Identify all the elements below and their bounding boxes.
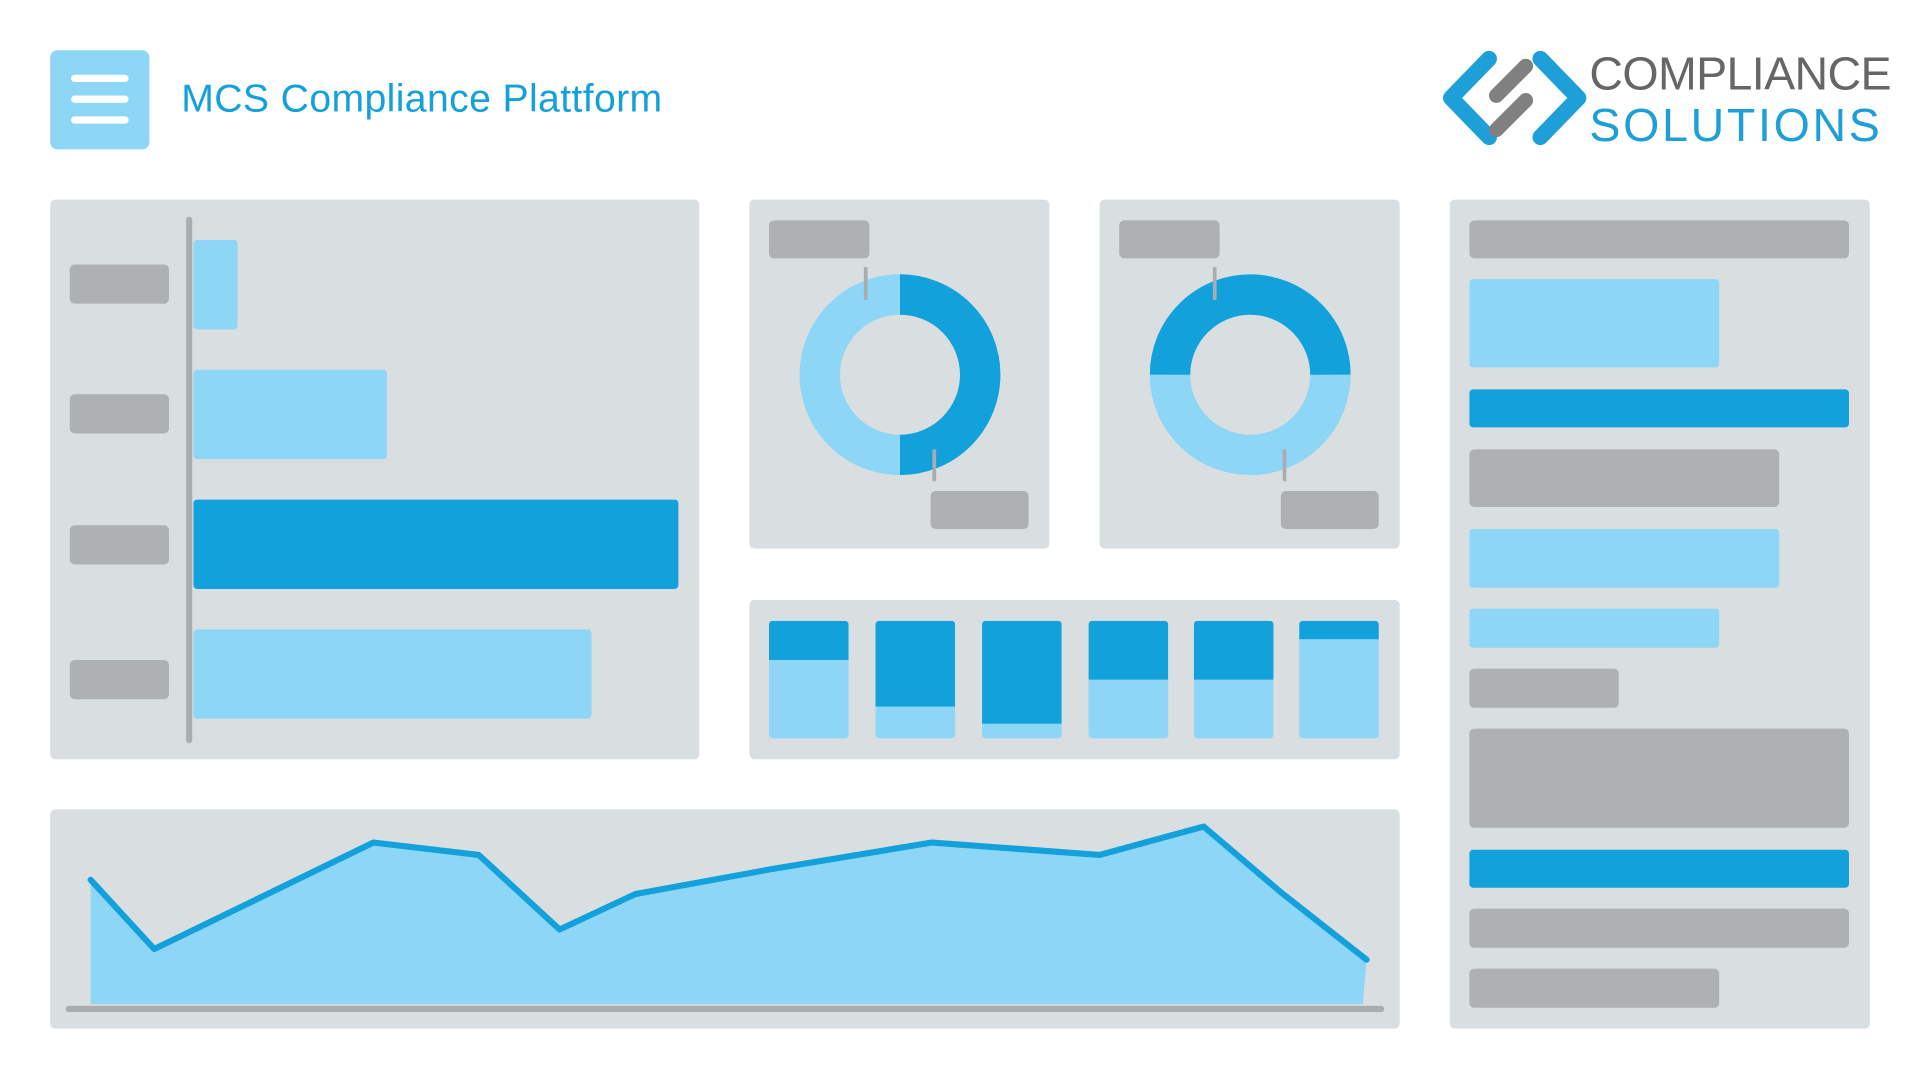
bar-label-placeholder <box>69 394 169 434</box>
horizontal-bar <box>193 499 679 589</box>
stacked-bar-dark-segment <box>1193 620 1274 680</box>
donut-slice-dark <box>899 274 1001 476</box>
menu-button[interactable] <box>50 50 150 150</box>
side-placeholder-gray <box>1469 728 1849 828</box>
hamburger-menu-icon-line <box>71 95 129 103</box>
side-placeholder-dark <box>1469 389 1849 428</box>
side-placeholder-gray <box>1469 220 1849 259</box>
stacked-bar-dark-segment <box>1299 620 1379 640</box>
stacked-bar-chart-panel <box>749 600 1400 760</box>
stacked-bar <box>875 620 956 739</box>
hamburger-menu-icon-line <box>71 116 129 124</box>
stacked-bar <box>768 620 849 739</box>
donut-slice-dark <box>1149 274 1351 376</box>
stacked-bar-dark-segment <box>1088 620 1169 680</box>
hamburger-menu-icon-line <box>71 74 129 83</box>
side-placeholder-gray <box>1469 908 1849 948</box>
stacked-bar <box>1299 620 1379 739</box>
stacked-bar <box>1193 620 1274 739</box>
bar-label-placeholder <box>69 660 169 700</box>
donut-1-title-placeholder <box>768 220 870 259</box>
donut-2-label-placeholder <box>1280 491 1379 529</box>
side-placeholder-gray <box>1469 668 1619 708</box>
area-line <box>87 823 1370 963</box>
horizontal-bar <box>193 629 592 719</box>
bar-label-placeholder <box>69 525 169 565</box>
stacked-bar-dark-segment <box>982 620 1062 724</box>
side-placeholder-gray <box>1469 449 1780 507</box>
horizontal-bar <box>193 369 388 460</box>
side-placeholder-light <box>1469 279 1720 368</box>
stacked-bar-dark-segment <box>875 620 956 707</box>
logo-text-compliance: COMPLIANCE <box>1589 48 1891 101</box>
donut-2-title-placeholder <box>1119 220 1220 259</box>
bar-chart-axis <box>186 216 193 744</box>
side-placeholder-light <box>1469 528 1780 588</box>
donut-1-label-placeholder <box>930 491 1029 529</box>
stacked-bar <box>982 620 1062 739</box>
s-diamond-logo-icon <box>1443 50 1587 146</box>
horizontal-bar <box>193 240 238 330</box>
logo-text-solutions: SOLUTIONS <box>1589 100 1883 152</box>
side-placeholder-gray <box>1469 968 1720 1008</box>
stacked-bar <box>1088 620 1169 739</box>
stacked-bar-dark-segment <box>768 620 849 660</box>
side-placeholder-light <box>1469 608 1720 648</box>
bar-label-placeholder <box>69 264 169 304</box>
area-fill <box>90 826 1367 1005</box>
page-title: MCS Compliance Plattform <box>181 75 663 121</box>
side-placeholder-dark <box>1469 849 1849 888</box>
